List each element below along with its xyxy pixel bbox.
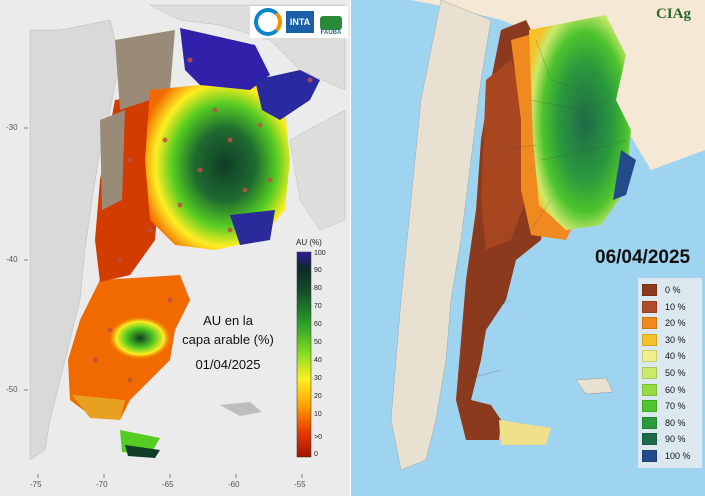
left-annotation-line1: AU en la [203,313,253,328]
legend-label: 10 % [665,301,686,312]
tierra-del-fuego-right [499,420,551,445]
western-no-data-2 [100,110,125,210]
right-legend-row: 70 % [638,398,702,414]
chile-land [29,19,121,461]
right-map-panel: CIAg 06/04/2025 0 % 10 % 20 % 30 % 40 % 50 % 6… [351,0,705,496]
left-map-panel: INTA FAUBA AU (%) 100 90 80 70 60 50 40 … [0,0,350,496]
legend-tick-70: 70 [314,303,322,310]
right-legend-row: 0 % [638,282,702,298]
right-legend-row: 50 % [638,365,702,381]
legend-label: 70 % [665,401,686,412]
legend-tick-40: 40 [314,357,322,364]
axis-tick-marks [24,127,303,478]
legend-swatch [642,383,657,396]
chile-land-right [390,0,492,471]
neighbour-land-north [411,0,705,170]
tierra-del-fuego-south [125,445,160,458]
legend-swatch [642,317,657,330]
right-legend-row: 10 % [638,299,702,315]
fauba-logo: FAUBA [318,8,344,36]
malvinas-right [575,377,614,395]
legend-swatch [642,450,657,462]
legend-swatch [642,433,657,446]
legend-tick-80: 80 [314,285,322,292]
left-date: 01/04/2025 [195,357,261,372]
legend-tick-100: 100 [314,250,326,257]
y-tick-minus50: -50 [6,385,18,394]
legend-tick-10: 10 [314,411,322,418]
legend-swatch [642,300,657,313]
pampas-humid-core [145,80,290,250]
legend-tick-60: 60 [314,321,322,328]
argentina-far-south [72,395,125,420]
left-legend-title: AU (%) [296,238,322,247]
province-borders [462,39,627,381]
left-annotation-line2: capa arable (%) [182,332,274,347]
legend-tick-50: 50 [314,339,322,346]
argentina-dry-mid [481,60,531,250]
legend-tick-20: 20 [314,393,322,400]
institutional-logo-icon [254,8,282,36]
legend-label: 40 % [665,351,686,362]
mesopotamia-wet [255,70,320,120]
ciag-logo: CIAg [655,6,691,22]
left-legend-colorbar [296,251,312,458]
legend-tick-gt0: >0 [314,434,322,441]
weather-stations [92,57,313,383]
x-tick-minus65: -65 [162,480,174,489]
y-tick-minus30: -30 [6,123,18,132]
legend-label: 80 % [665,417,686,428]
legend-swatch [642,367,657,379]
x-tick-minus55: -55 [294,480,306,489]
right-legend-row: 60 % [638,382,702,398]
left-soil-moisture-map [24,4,346,478]
wet-fringe-right [613,150,636,200]
malvinas-islands [220,402,262,416]
legend-tick-30: 30 [314,375,322,382]
legend-swatch [642,350,657,363]
legend-swatch [642,416,657,429]
humid-core-right [529,15,631,230]
northeast-wet [180,28,270,90]
right-legend-row: 40 % [638,348,702,364]
legend-tick-90: 90 [314,267,322,274]
legend-label: 0 % [665,285,681,295]
legend-swatch [642,400,657,413]
right-legend-row: 100 % [638,448,702,464]
right-legend-row: 30 % [638,332,702,348]
legend-label: 90 % [665,434,686,445]
legend-label: 50 % [665,368,686,378]
inta-logo: INTA [286,11,314,33]
legend-label: 30 % [665,334,686,345]
x-tick-minus60: -60 [228,480,240,489]
uruguay-brazil-land [289,109,346,231]
legend-swatch [642,333,657,346]
right-soil-moisture-map [390,0,705,471]
y-tick-minus40: -40 [6,255,18,264]
legend-swatch [642,284,657,296]
right-date: 06/04/2025 [595,247,691,268]
legend-label: 20 % [665,318,686,329]
patagonia-moist-spot [108,316,172,360]
legend-tick-0: 0 [314,451,318,458]
legend-label: 60 % [665,384,686,395]
x-tick-minus75: -75 [30,480,42,489]
right-legend: 0 % 10 % 20 % 30 % 40 % 50 % 60 % 70 % 80 % 90 % 1… [638,278,702,468]
legend-label: 100 % [665,451,691,461]
right-legend-row: 20 % [638,315,702,331]
x-tick-minus70: -70 [96,480,108,489]
right-legend-row: 90 % [638,431,702,447]
left-logos-strip: INTA FAUBA [250,6,348,38]
southeast-wet [230,210,275,245]
right-legend-row: 80 % [638,415,702,431]
